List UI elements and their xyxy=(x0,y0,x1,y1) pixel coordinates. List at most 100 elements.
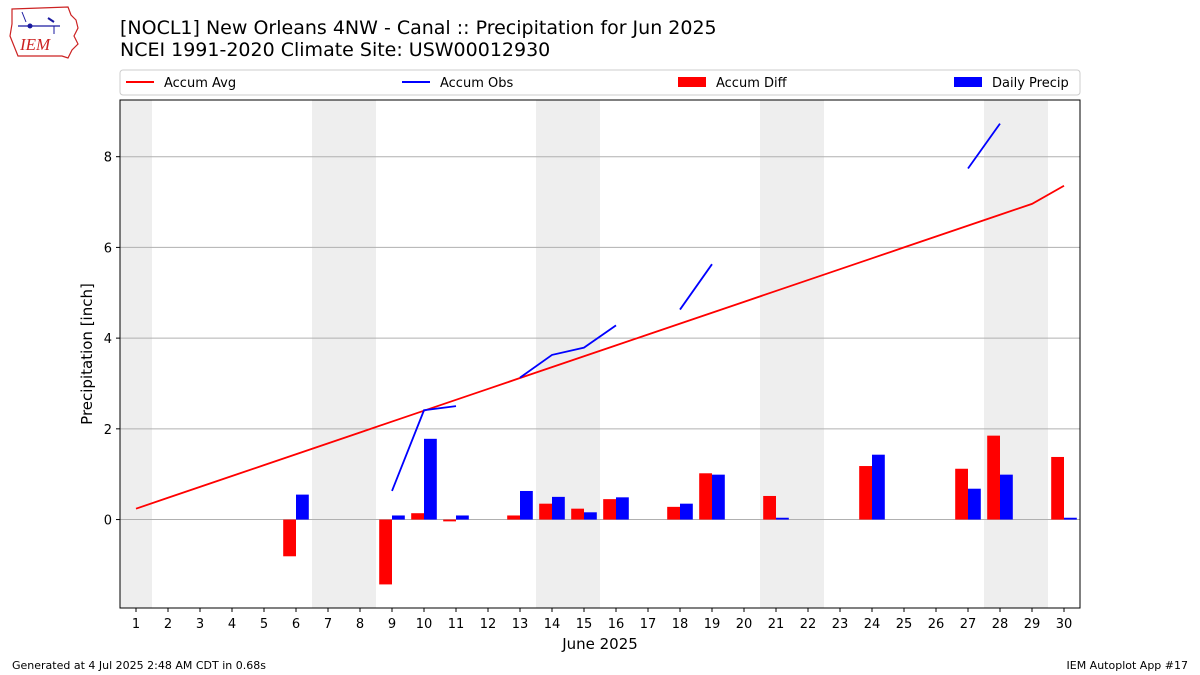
y-tick-label: 8 xyxy=(104,151,112,166)
x-tick-label: 13 xyxy=(512,617,529,632)
accum-diff-bar-day-14 xyxy=(539,503,552,520)
daily-precip-bar-day-18 xyxy=(680,503,693,520)
legend: Accum Avg Accum Obs Accum Diff Daily Precip xyxy=(119,69,1081,96)
accum-diff-bar-day-21 xyxy=(763,495,776,520)
daily-precip-bar-day-10 xyxy=(424,438,437,520)
accum-diff-bar-day-27 xyxy=(955,468,968,520)
y-gridlines xyxy=(120,156,1080,521)
accum-obs-segment-3 xyxy=(679,263,713,311)
accum-diff-bar-day-15 xyxy=(571,508,584,520)
daily-precip-bar-day-19 xyxy=(712,474,725,520)
x-tick-label: 17 xyxy=(640,617,657,632)
y-tick-label: 4 xyxy=(104,332,112,347)
x-tick-label: 25 xyxy=(896,617,913,632)
bars xyxy=(283,435,1077,585)
x-tick-label: 4 xyxy=(228,617,236,632)
accum-obs-segment-4 xyxy=(967,123,1001,170)
x-tick-label: 3 xyxy=(196,617,204,632)
y-tick-label: 6 xyxy=(104,241,112,256)
daily-precip-bar-day-11 xyxy=(456,515,469,520)
x-tick-label: 19 xyxy=(704,617,721,632)
daily-precip-bar-day-14 xyxy=(552,496,565,520)
generated-timestamp: Generated at 4 Jul 2025 2:48 AM CDT in 0… xyxy=(12,659,266,672)
x-tick-label: 29 xyxy=(1024,617,1041,632)
accum-diff-bar-day-11 xyxy=(443,519,456,522)
accum-diff-bar-day-13 xyxy=(507,515,520,520)
x-tick-label: 15 xyxy=(576,617,593,632)
accum-diff-bar-day-18 xyxy=(667,506,680,520)
weekend-shade-day-1 xyxy=(120,100,152,608)
daily-precip-bar-day-24 xyxy=(872,454,885,520)
y-axis-label: Precipitation [inch] xyxy=(78,283,96,425)
weekend-shading xyxy=(120,100,1048,608)
daily-precip-bar-day-13 xyxy=(520,490,533,520)
daily-precip-bar-day-28 xyxy=(1000,474,1013,520)
legend-label-daily-precip: Daily Precip xyxy=(992,76,1069,91)
daily-precip-bar-day-6 xyxy=(296,494,309,520)
x-tick-label: 14 xyxy=(544,617,561,632)
x-tick-label: 2 xyxy=(164,617,172,632)
legend-swatch-accum-diff xyxy=(678,77,706,87)
iem-logo-text: IEM xyxy=(19,35,51,54)
daily-precip-bar-day-9 xyxy=(392,515,405,520)
legend-label-accum-avg: Accum Avg xyxy=(164,76,236,91)
plot-frame xyxy=(119,99,1081,609)
x-tick-label: 11 xyxy=(448,617,465,632)
accum-diff-bar-day-10 xyxy=(411,513,424,520)
x-tick-label: 8 xyxy=(356,617,364,632)
lines xyxy=(135,123,1065,510)
x-tick-label: 27 xyxy=(960,617,977,632)
chart-title: [NOCL1] New Orleans 4NW - Canal :: Preci… xyxy=(120,17,717,39)
x-tick-label: 9 xyxy=(388,617,396,632)
accum-diff-bar-day-9 xyxy=(379,519,392,585)
accum-diff-bar-day-16 xyxy=(603,499,616,520)
weekend-shade-day-15 xyxy=(568,100,600,608)
daily-precip-bar-day-21 xyxy=(776,517,789,520)
weekend-shade-day-29 xyxy=(1016,100,1048,608)
accum-diff-bar-day-24 xyxy=(859,466,872,520)
x-tick-label: 23 xyxy=(832,617,849,632)
chart-subtitle: NCEI 1991-2020 Climate Site: USW00012930 xyxy=(120,39,551,61)
x-tick-label: 6 xyxy=(292,617,300,632)
accum-diff-bar-day-30 xyxy=(1051,456,1064,520)
accum-diff-bar-day-19 xyxy=(699,473,712,520)
accum-diff-bar-day-6 xyxy=(283,519,296,557)
x-tick-label: 22 xyxy=(800,617,817,632)
weekend-shade-day-21 xyxy=(760,100,792,608)
daily-precip-bar-day-27 xyxy=(968,488,981,520)
y-tick-label: 0 xyxy=(104,514,112,529)
x-tick-label: 12 xyxy=(480,617,497,632)
weekend-shade-day-8 xyxy=(344,100,376,608)
accum-obs-segment-2 xyxy=(519,324,617,379)
x-tick-label: 20 xyxy=(736,617,753,632)
weekend-shade-day-28 xyxy=(984,100,1016,608)
iem-logo-graphic: IEM xyxy=(9,6,79,59)
x-tick-label: 18 xyxy=(672,617,689,632)
legend-box xyxy=(119,69,1081,96)
weekend-shade-day-7 xyxy=(312,100,344,608)
weekend-shade-day-22 xyxy=(792,100,824,608)
accum-diff-bar-day-28 xyxy=(987,435,1000,520)
x-tick-label: 26 xyxy=(928,617,945,632)
x-tick-label: 21 xyxy=(768,617,785,632)
daily-precip-bar-day-30 xyxy=(1064,517,1077,520)
daily-precip-bar-day-16 xyxy=(616,497,629,520)
x-tick-label: 16 xyxy=(608,617,625,632)
x-tick-label: 30 xyxy=(1056,617,1073,632)
x-tick-label: 24 xyxy=(864,617,881,632)
app-credit: IEM Autoplot App #17 xyxy=(1066,659,1189,672)
x-axis-label: June 2025 xyxy=(561,635,638,653)
iem-logo: IEM xyxy=(8,6,80,60)
y-tick-label: 2 xyxy=(104,423,112,438)
legend-label-accum-diff: Accum Diff xyxy=(716,76,788,91)
legend-label-accum-obs: Accum Obs xyxy=(440,76,513,91)
x-tick-label: 1 xyxy=(132,617,140,632)
x-tick-label: 7 xyxy=(324,617,332,632)
x-tick-label: 5 xyxy=(260,617,268,632)
accum-avg-line xyxy=(135,184,1065,510)
daily-precip-bar-day-15 xyxy=(584,512,597,520)
x-tick-label: 10 xyxy=(416,617,433,632)
legend-swatch-daily-precip xyxy=(954,77,982,87)
